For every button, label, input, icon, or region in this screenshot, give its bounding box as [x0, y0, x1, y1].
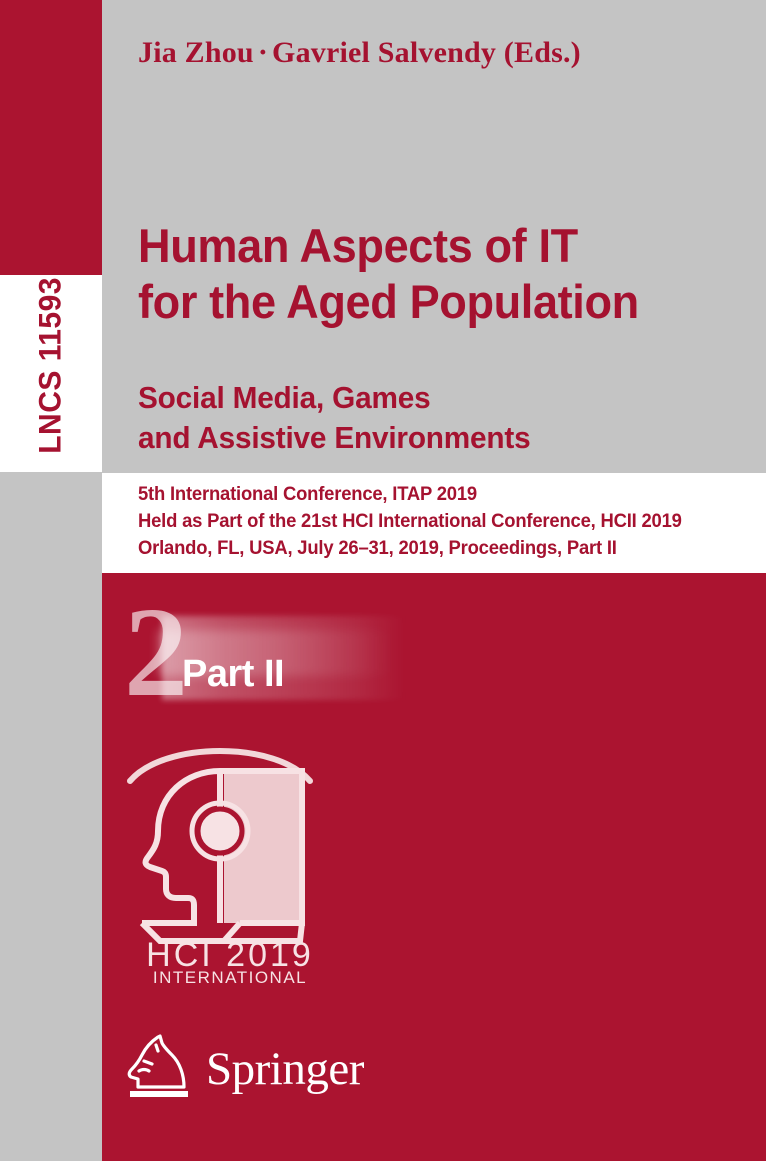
editor-name-2: Gavriel Salvendy	[272, 36, 497, 69]
springer-knight-icon	[127, 1034, 188, 1097]
shoulder-icon	[139, 920, 305, 944]
knight-detail-3-icon	[154, 1043, 160, 1053]
knight-base-icon	[130, 1091, 188, 1097]
subtitle-line-2: and Assistive Environments	[138, 420, 531, 455]
spine-white-block	[0, 275, 102, 472]
center-node-outer-icon	[189, 800, 251, 862]
conference-line-3: Orlando, FL, USA, July 26–31, 2019, Proc…	[138, 538, 617, 559]
conference-line-2: Held as Part of the 21st HCI Internation…	[138, 511, 682, 532]
center-node-icon	[198, 809, 242, 853]
shoulder-inner-icon	[221, 921, 243, 943]
hci-logo-text-line1: HCI 2019	[146, 936, 314, 974]
editor-name-1: Jia Zhou	[138, 36, 254, 69]
part-label: Part II	[182, 653, 285, 695]
subtitle-line-1: Social Media, Games	[138, 380, 431, 415]
conference-band: 5th International Conference, ITAP 2019 …	[102, 473, 766, 573]
springer-wordmark: Springer	[206, 1043, 364, 1095]
knight-detail-1-icon	[142, 1059, 154, 1066]
monitor-outline-icon	[220, 768, 305, 926]
editors-line: Jia Zhou · Gavriel Salvendy (Eds.)	[138, 36, 748, 70]
spine-series-text: LNCS 11593	[32, 277, 68, 454]
cover-main: Jia Zhou · Gavriel Salvendy (Eds.) Human A…	[102, 0, 766, 1161]
hci-international-logo: HCI 2019 INTERNATIONAL	[124, 731, 339, 983]
title-line-2: for the Aged Population	[138, 275, 639, 328]
conference-line-1: 5th International Conference, ITAP 2019	[138, 484, 477, 505]
book-subtitle: Social Media, Games and Assistive Enviro…	[138, 378, 754, 458]
editors-role: (Eds.)	[503, 36, 581, 69]
center-node-ring-icon	[195, 806, 245, 856]
lower-red-panel: 2 Part II	[102, 573, 766, 1161]
knight-head-icon	[127, 1034, 186, 1089]
spine-column: LNCS 11593	[0, 0, 102, 1161]
spine-red-block	[0, 0, 102, 275]
part-number-graphic: 2 Part II	[124, 588, 414, 716]
head-profile-icon	[142, 768, 221, 926]
springer-logo: Springer	[122, 1031, 372, 1109]
motion-streak-secondary-icon	[158, 630, 394, 676]
hci-logo-text-line2: INTERNATIONAL	[153, 968, 307, 983]
conference-details: 5th International Conference, ITAP 2019 …	[138, 481, 758, 562]
spine-series-label: LNCS 11593	[0, 275, 102, 472]
knight-detail-2-icon	[137, 1067, 151, 1073]
title-line-1: Human Aspects of IT	[138, 219, 578, 272]
part-number-large: 2	[124, 581, 188, 723]
editor-separator: ·	[257, 36, 269, 69]
book-title: Human Aspects of IT for the Aged Populat…	[138, 218, 754, 330]
motion-streak-icon	[162, 616, 406, 700]
